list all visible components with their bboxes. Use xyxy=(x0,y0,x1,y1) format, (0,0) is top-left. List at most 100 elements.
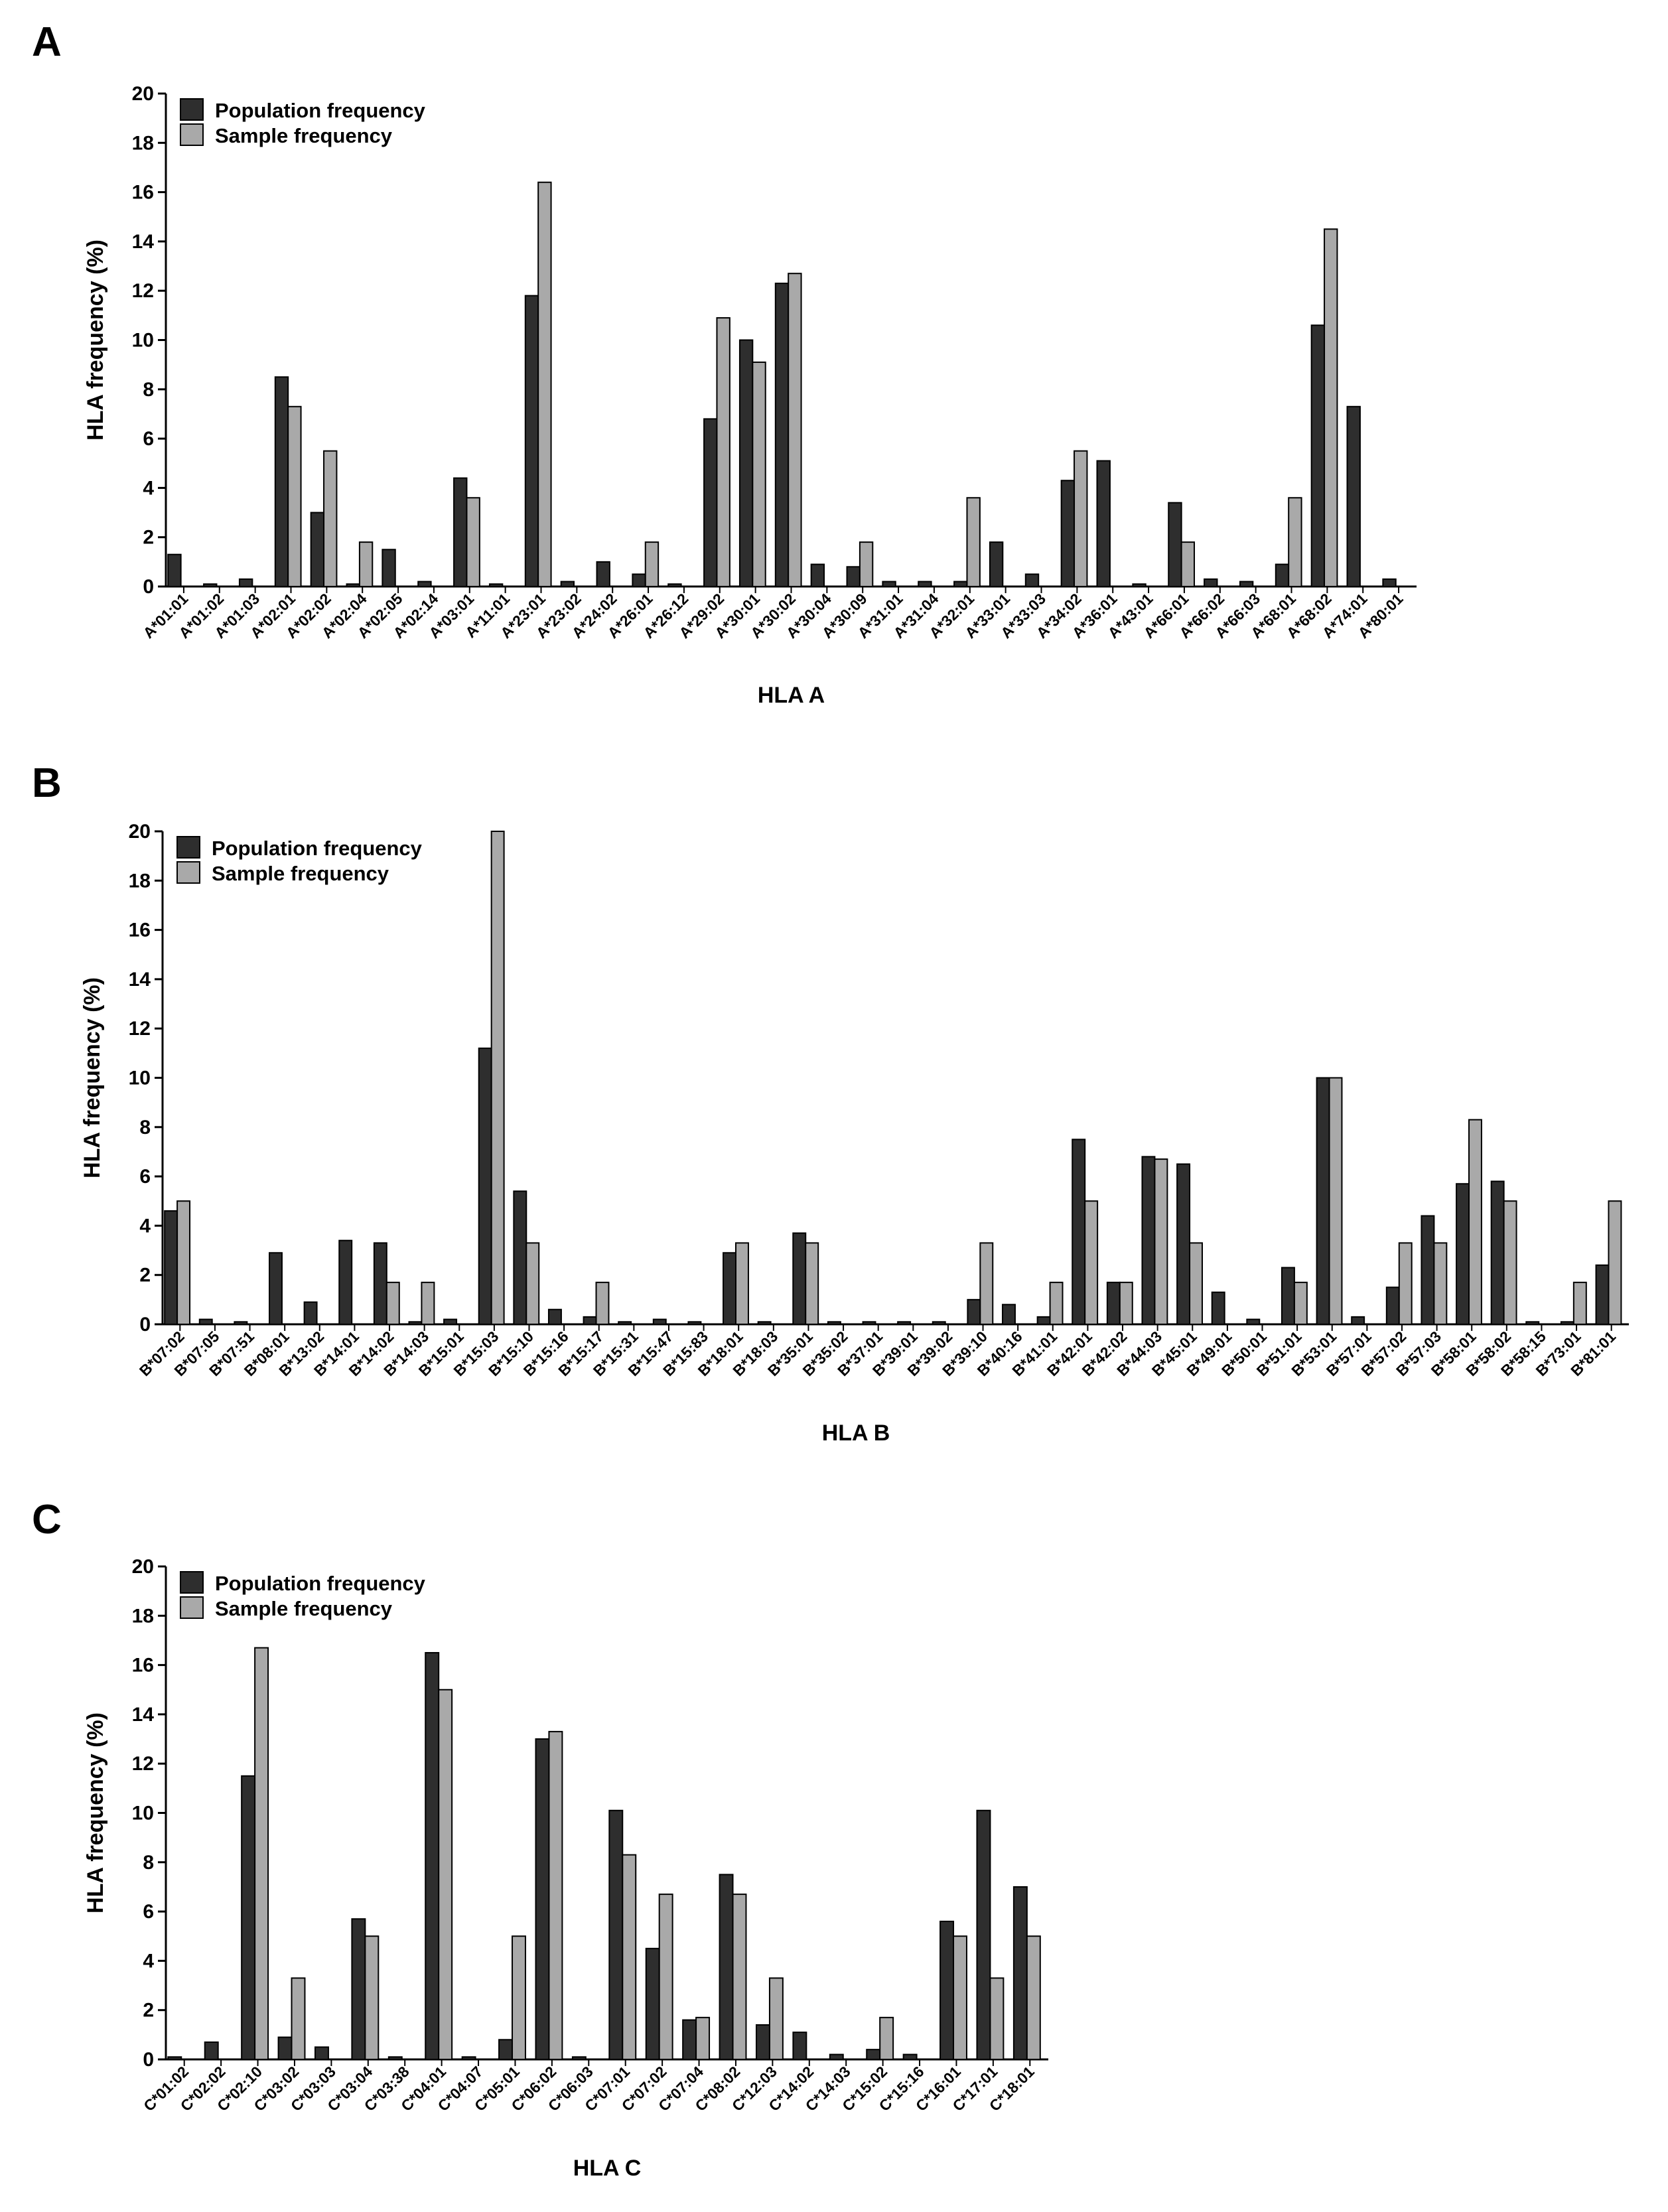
bar-population-b xyxy=(164,1210,178,1325)
y-tick-label-c: 18 xyxy=(132,1605,154,1627)
y-tick-label-c: 12 xyxy=(132,1753,154,1775)
bar-population-b xyxy=(1141,1156,1156,1325)
bar-population-c xyxy=(608,1809,624,2060)
bar-population-b xyxy=(198,1318,213,1325)
bar-population-a xyxy=(882,581,896,588)
panel-label-b: B xyxy=(32,760,62,806)
bar-population-b xyxy=(513,1190,527,1326)
bar-sample-c xyxy=(548,1730,563,2061)
bar-population-a xyxy=(1382,578,1397,587)
bar-population-a xyxy=(167,553,182,588)
bar-population-c xyxy=(792,2032,807,2061)
bar-population-a xyxy=(989,541,1004,588)
bar-population-a xyxy=(1204,578,1218,587)
bar-sample-b xyxy=(1503,1200,1517,1325)
bar-sample-a xyxy=(716,317,730,587)
bar-sample-a xyxy=(1074,450,1088,587)
bar-population-c xyxy=(902,2053,918,2061)
bar-sample-c xyxy=(768,1977,784,2061)
bar-population-a xyxy=(274,376,289,587)
bar-population-a xyxy=(810,563,825,588)
bar-population-a xyxy=(1310,324,1326,587)
bar-sample-b xyxy=(1293,1281,1308,1325)
bar-population-a xyxy=(453,477,468,587)
bar-population-b xyxy=(1490,1180,1505,1326)
y-tick-label-c: 6 xyxy=(143,1901,154,1923)
bar-population-a xyxy=(382,549,396,588)
y-axis-title-b: HLA frequency (%) xyxy=(80,977,105,1178)
y-tick-label-a: 14 xyxy=(132,231,155,253)
bar-population-b xyxy=(1316,1077,1330,1325)
bar-population-b xyxy=(792,1232,807,1326)
bar-sample-b xyxy=(979,1242,994,1326)
bar-population-a xyxy=(774,283,790,587)
y-tick-label-a: 12 xyxy=(132,280,154,302)
bar-population-b xyxy=(652,1318,667,1325)
bar-population-c xyxy=(498,2039,514,2061)
x-axis-title-b: HLA B xyxy=(822,1420,890,1446)
bar-sample-a xyxy=(287,405,302,587)
bar-population-a xyxy=(524,295,539,587)
y-tick-label-c: 20 xyxy=(132,1556,154,1578)
bar-sample-c xyxy=(658,1894,673,2060)
y-tick-label-b: 2 xyxy=(139,1265,151,1286)
bar-sample-c xyxy=(512,1935,526,2060)
bar-population-a xyxy=(953,581,968,588)
bar-sample-a xyxy=(537,181,552,587)
bar-population-a xyxy=(238,578,253,587)
bar-population-a xyxy=(703,418,718,587)
y-tick-label-b: 14 xyxy=(129,969,151,991)
legend-label-sample-a: Sample frequency xyxy=(215,124,393,147)
bar-sample-c xyxy=(1026,1935,1041,2060)
y-tick-label-a: 4 xyxy=(143,477,154,499)
bar-population-c xyxy=(571,2056,587,2060)
bar-population-a xyxy=(417,581,432,588)
y-tick-label-c: 0 xyxy=(143,2049,154,2071)
bar-population-a xyxy=(346,583,360,587)
bar-population-c xyxy=(241,1775,256,2060)
y-tick-label-a: 8 xyxy=(143,379,154,401)
bar-population-c xyxy=(314,2046,329,2061)
bar-population-b xyxy=(1176,1163,1191,1326)
bar-sample-b xyxy=(1119,1281,1133,1325)
legend-swatch-population-c xyxy=(180,1571,204,1594)
y-tick-label-c: 10 xyxy=(132,1803,154,1825)
bar-population-b xyxy=(269,1252,283,1326)
bar-sample-b xyxy=(385,1281,400,1325)
bar-population-c xyxy=(387,2056,403,2060)
y-tick-label-c: 8 xyxy=(143,1852,154,1874)
y-tick-label-a: 10 xyxy=(132,330,154,352)
bar-population-b xyxy=(1211,1291,1225,1325)
bar-population-c xyxy=(277,2036,293,2060)
bar-sample-b xyxy=(1433,1242,1448,1326)
bar-population-a xyxy=(310,512,325,587)
bar-sample-a xyxy=(1324,228,1338,587)
y-tick-label-b: 0 xyxy=(139,1314,151,1336)
bar-population-c xyxy=(204,2041,219,2061)
y-tick-label-b: 8 xyxy=(139,1117,151,1139)
bar-sample-a xyxy=(466,497,480,588)
bar-sample-b xyxy=(735,1242,749,1326)
bar-population-c xyxy=(939,1920,955,2060)
bar-sample-b xyxy=(1398,1242,1413,1326)
bar-population-c xyxy=(829,2053,844,2061)
legend-label-population-a: Population frequency xyxy=(215,99,426,122)
y-tick-label-b: 10 xyxy=(129,1068,151,1089)
bar-population-a xyxy=(488,583,504,587)
bar-population-b xyxy=(1281,1267,1295,1326)
bar-sample-b xyxy=(176,1200,191,1325)
bar-sample-c xyxy=(879,2016,894,2060)
panel-label-a: A xyxy=(32,19,62,65)
bar-population-a xyxy=(203,583,218,587)
bar-sample-c xyxy=(695,2016,711,2060)
bar-population-c xyxy=(719,1874,734,2060)
y-tick-label-b: 18 xyxy=(129,870,151,892)
bar-sample-a xyxy=(644,541,660,588)
legend-label-population-b: Population frequency xyxy=(212,837,423,860)
bar-population-c xyxy=(866,2049,881,2060)
y-tick-label-c: 16 xyxy=(132,1655,154,1677)
legend-label-sample-c: Sample frequency xyxy=(215,1597,393,1620)
bar-population-b xyxy=(897,1321,912,1326)
y-tick-label-b: 16 xyxy=(129,920,151,941)
bar-sample-a xyxy=(752,361,766,587)
